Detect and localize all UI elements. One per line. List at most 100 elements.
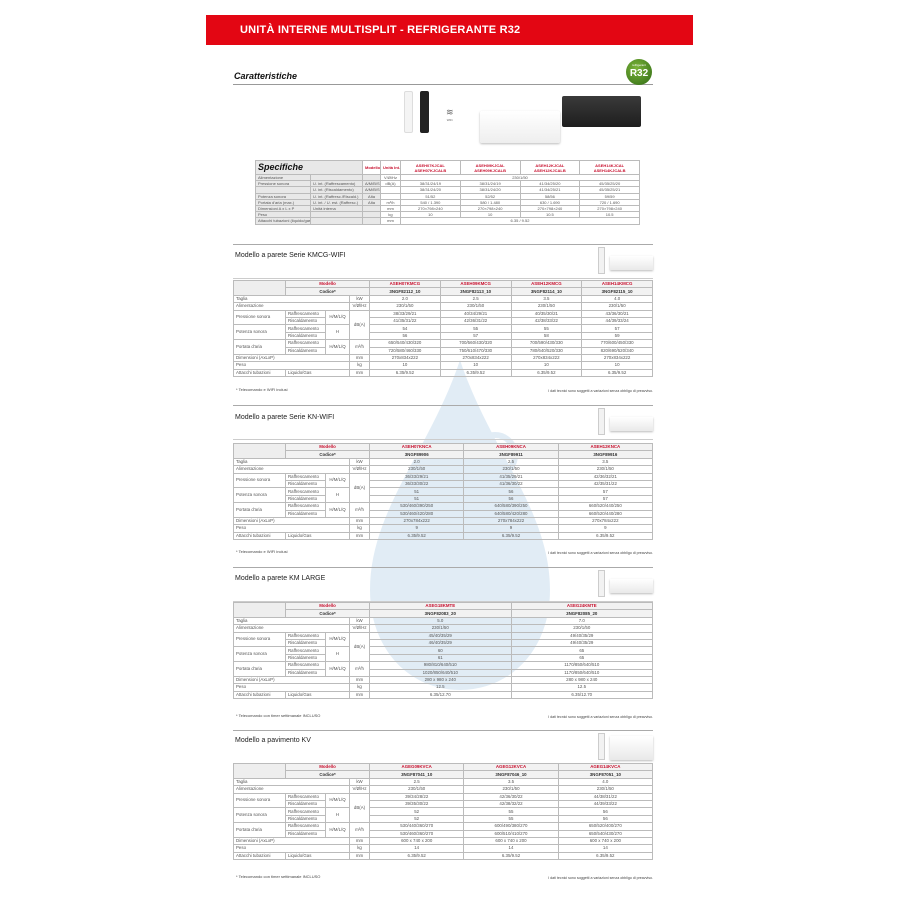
- table-row: Potenza sonora Raffrescamento H 52 55 56: [233, 807, 654, 824]
- row-sublabel: Raffrescamento: [285, 472, 326, 481]
- row-mode: [362, 217, 381, 225]
- value-cell: 6.35/9.52: [463, 851, 559, 861]
- product-code: 3NGF87051_10: [557, 770, 654, 779]
- row-label: Peso: [233, 361, 350, 370]
- model-name: ASEH07KJCALB: [414, 167, 447, 173]
- product-code: 3NGF87046_10: [463, 770, 559, 779]
- value-cell: 980/810/640/510: [369, 661, 512, 670]
- value-cell: 43/36/30/21: [581, 309, 653, 318]
- row-label: Potenza sonora: [233, 646, 286, 663]
- value-cell: 56: [369, 331, 441, 341]
- model-name: ASEH07KJCAL: [415, 162, 445, 168]
- row-label: Attacchi tubazioni: [233, 531, 286, 541]
- row-unit: V/Ø/Hz: [348, 624, 371, 633]
- r32-badge-icon: refrigerant R32: [626, 59, 652, 85]
- row-unit: kW: [348, 294, 371, 304]
- value-cell: 230/1/50: [557, 785, 654, 794]
- value-cell: 660/520/440/280: [557, 509, 654, 518]
- product-code: 3NGF89916: [557, 450, 654, 459]
- table-row: Pressione sonora Raffrescamento H/M/L/Q dB(…: [233, 792, 654, 824]
- row-sublabel: Riscaldamento: [285, 346, 326, 355]
- value-cell: 44/39/33/22: [557, 799, 654, 809]
- model-header-row: Modello ASEH07KNCA ASEH09KNCA ASEH12KNCA: [233, 442, 654, 459]
- row-label: Alimentazione: [233, 785, 350, 794]
- value-cell: 45/40/35/29: [369, 631, 512, 640]
- row-mode: H: [325, 487, 350, 504]
- value-cell: 3.5: [463, 777, 559, 787]
- table-row: Dimensioni (AxLxP) mm 280 x 980 x 240 280 x…: [233, 675, 654, 685]
- modello-label: Modello: [284, 601, 371, 611]
- row-mode: H/M/L/Q: [325, 339, 350, 355]
- row-value: 6.35 / 9.52: [400, 217, 640, 225]
- row-label: Taglia: [233, 777, 350, 787]
- table-row: Attacchi tubazioni Liquido/Gas mm 6.35/9.52…: [233, 531, 654, 541]
- remote-control-black-image: [420, 91, 429, 133]
- row-unit: mm: [348, 353, 371, 363]
- value-cell: 14: [369, 844, 465, 853]
- model-name: ASEH07KMCG: [369, 279, 441, 289]
- value-cell: 42/36/31/22: [439, 316, 512, 326]
- row-sublabel: Riscaldamento: [285, 653, 326, 663]
- wall-unit-image: [610, 256, 653, 270]
- value-cell: 59: [581, 331, 653, 341]
- value-cell: 10: [369, 361, 441, 370]
- row-unit: kg: [348, 844, 371, 853]
- value-cell: 640/580/420/280: [463, 509, 559, 518]
- table-row: Taglia kW 2.0 2.5 3.5 4.0: [233, 294, 653, 304]
- row-sublabel: Riscaldamento: [285, 479, 326, 489]
- value-cell: 700/560/430/320: [439, 339, 512, 348]
- value-cell: 600 x 740 x 200: [369, 836, 465, 846]
- product-code: 3NGF89911: [463, 450, 559, 459]
- row-unit: V/Ø/Hz: [348, 302, 371, 311]
- value-cell: 40/35/30/21: [510, 309, 583, 318]
- model-name: ASEH14KJCAL: [595, 162, 625, 168]
- row-sublabel: Riscaldamento: [285, 494, 326, 504]
- row-label: Potenza sonora: [233, 324, 286, 341]
- model-header: ASEH14KJCAL ASEH14KJCALB: [579, 160, 640, 175]
- row-unit: kW: [348, 777, 371, 787]
- row-label: Attacchi tubazioni: [233, 851, 286, 861]
- table-row: Attacchi tubazioni Liquido/Gas mm 6.35/12.7…: [233, 690, 654, 700]
- section-divider: [233, 601, 653, 602]
- value-cell: 41/35/29/21: [463, 472, 559, 481]
- value-cell: 9: [369, 524, 465, 533]
- codice-label: Codice*: [284, 609, 371, 618]
- row-label: Alimentazione: [233, 624, 350, 633]
- row-sublabel: Raffrescamento: [285, 631, 326, 640]
- section-title: Modello a parete KM LARGE: [235, 575, 326, 582]
- table-row: Alimentazione V/Ø/Hz 230/1/50 230/1/50: [233, 624, 654, 633]
- row-sublabel: Riscaldamento: [285, 638, 326, 648]
- value-cell: 230/1/50: [369, 465, 465, 474]
- table-row: Alimentazione V/Ø/Hz 230/1/50 230/1/50 230/1…: [233, 465, 654, 474]
- divider: [233, 84, 653, 85]
- row-mode: H: [325, 324, 350, 341]
- value-cell: 36/33/30/22: [369, 479, 465, 489]
- value-cell: 52: [369, 807, 465, 816]
- row-label: Alimentazione: [233, 465, 350, 474]
- table-row: Peso kg 14 14 14: [233, 844, 654, 853]
- spec-table: Modello ASEG18KMTE ASEG24KMTE Codice* 3NGF82…: [233, 601, 654, 700]
- row-sublabel: Raffrescamento: [285, 822, 326, 831]
- row-label: Portata d'aria: [233, 502, 286, 518]
- table-row: Taglia kW 2.5 3.5 4.0: [233, 777, 654, 787]
- value-cell: 57: [439, 331, 512, 341]
- value-cell: 39/34/28/22: [369, 792, 465, 801]
- spec-table: Modello ASEH07KMCG ASEH09KMCG ASEH12KMCG ASE…: [233, 279, 653, 378]
- row-mode: A/M/B/S: [362, 186, 381, 194]
- code-header-row: Codice* 3NGF82112_10 3NGF82113_10 3NGF82114…: [234, 287, 653, 296]
- value-cell: 61: [369, 653, 512, 663]
- table-row: Peso kg 10 10 10 10: [233, 361, 653, 370]
- row-unit: dB(A): [348, 631, 371, 663]
- table-row: Potenza sonora Raffrescamento H 60 65: [233, 646, 654, 663]
- model-header-row: Modello ASEG18KMTE ASEG24KMTE: [233, 601, 654, 618]
- table-row: Dimensioni (AxLxP) mm 270x784x222 270x784x2…: [233, 516, 654, 526]
- model-name: ASEG18KMTE: [369, 601, 512, 611]
- row-sublabel: Riscaldamento: [285, 316, 326, 326]
- value-cell: 230/1/50: [557, 465, 654, 474]
- code-header-row: Codice* 3NGF87041_10 3NGF87046_10 3NGF87051…: [234, 770, 654, 779]
- remote-control-image: [598, 570, 605, 597]
- row-label: Attacchi tubazioni: [233, 368, 286, 378]
- table-row: Taglia kW 5.0 7.0: [233, 616, 654, 626]
- value-cell: 270x784x222: [463, 516, 559, 526]
- model-name: ASEH09KJCAL: [475, 162, 505, 168]
